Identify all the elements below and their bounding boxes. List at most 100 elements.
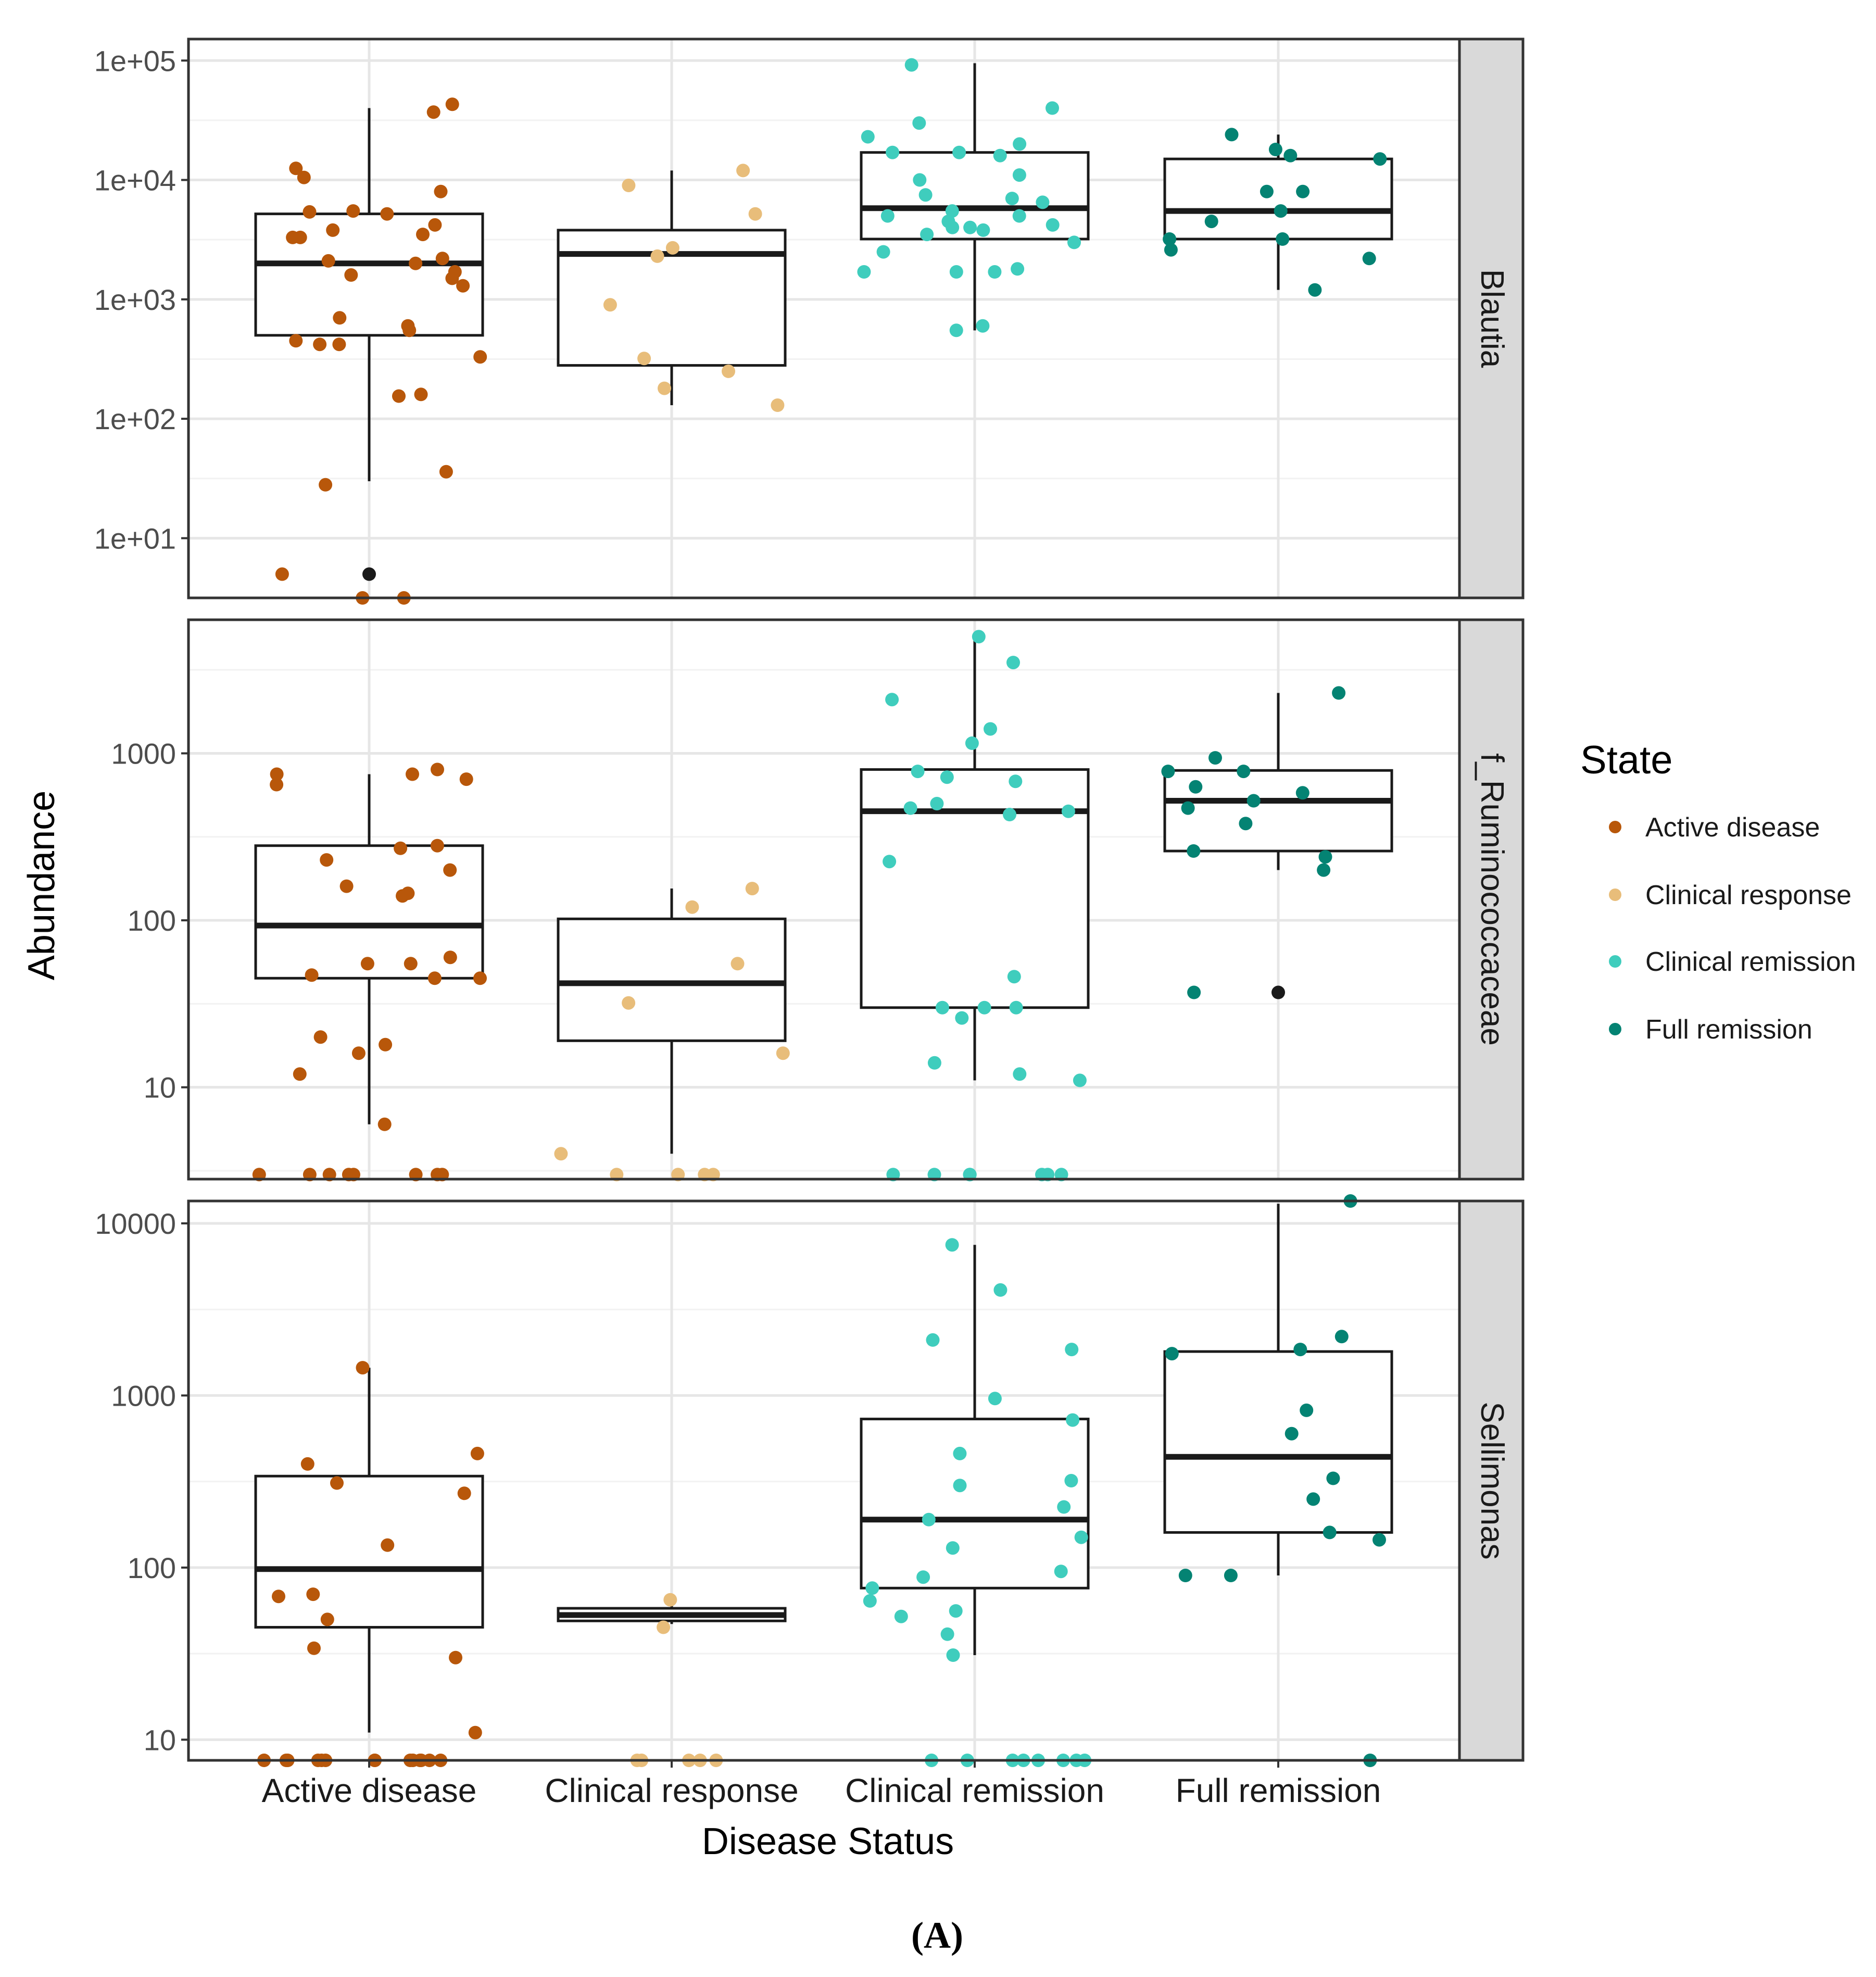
y-tick-label: 1e+02 <box>94 403 176 435</box>
data-point-active-disease <box>380 207 394 221</box>
data-point-clinical-response <box>554 1147 568 1161</box>
data-point-active-disease <box>406 767 419 781</box>
data-point-full-remission <box>1295 786 1310 800</box>
data-point-active-disease <box>377 1117 392 1131</box>
x-tick-label: Full remission <box>1176 1772 1381 1809</box>
data-point-clinical-remission <box>880 209 895 223</box>
data-point-clinical-remission <box>952 145 966 159</box>
data-point-full-remission <box>1181 801 1195 815</box>
y-tick-label: 10 <box>144 1723 176 1756</box>
data-point-active-disease <box>344 268 358 282</box>
data-point-clinical-remission <box>945 1238 959 1252</box>
data-point-active-disease <box>449 1650 462 1665</box>
data-point-active-disease <box>360 957 374 971</box>
data-point-clinical-remission <box>977 1000 991 1015</box>
data-point-clinical-remission <box>976 319 990 333</box>
data-point-full-remission <box>1274 204 1288 218</box>
data-point-active-disease <box>456 279 470 293</box>
data-point-full-remission <box>1296 184 1310 198</box>
strip-background <box>1458 618 1525 1181</box>
data-point-full-remission <box>1283 148 1298 162</box>
box-clinical-response <box>557 889 787 1154</box>
box-full-remission <box>1163 693 1393 999</box>
data-point-clinical-remission <box>993 148 1007 162</box>
legend-title: State <box>1580 738 1672 782</box>
data-point-active-disease <box>319 478 333 492</box>
data-point-active-disease <box>470 1446 484 1460</box>
data-point-active-disease <box>443 950 457 965</box>
data-point-active-disease <box>307 1641 321 1655</box>
data-point-active-disease <box>330 1476 344 1490</box>
data-point-clinical-remission <box>922 1512 936 1526</box>
box-iqr <box>1163 1350 1393 1534</box>
data-point-clinical-response <box>658 381 671 395</box>
data-point-clinical-remission <box>861 130 875 144</box>
data-point-active-disease <box>333 311 347 325</box>
data-point-active-disease <box>346 204 360 218</box>
y-tick-label: 10000 <box>95 1207 176 1240</box>
data-point-full-remission <box>1164 243 1178 257</box>
y-tick-label: 10 <box>144 1071 176 1104</box>
data-point-full-remission <box>1165 1347 1179 1361</box>
data-point-active-disease <box>392 389 406 403</box>
data-point-full-remission <box>1239 817 1253 831</box>
data-point-full-remission <box>1317 863 1331 877</box>
data-point-active-disease <box>270 767 284 781</box>
box-full-remission <box>1163 1204 1393 1576</box>
legend-items: Active disease Clinical response Clinical … <box>1609 812 1856 1045</box>
y-tick-label: 1000 <box>111 1379 176 1412</box>
box-iqr <box>1163 157 1393 241</box>
data-point-clinical-remission <box>865 1581 879 1595</box>
data-point-clinical-remission <box>930 797 944 810</box>
data-point-active-disease <box>275 567 289 581</box>
data-point-active-disease <box>313 337 327 352</box>
data-point-clinical-remission <box>1074 1530 1088 1544</box>
data-point-active-disease <box>428 218 442 232</box>
data-point-active-disease <box>416 228 430 242</box>
data-point-active-disease <box>289 334 303 348</box>
legend-label: Clinical remission <box>1645 947 1856 977</box>
data-point-clinical-response <box>622 996 636 1010</box>
data-point-full-remission <box>1373 1533 1386 1547</box>
data-point-clinical-remission <box>940 770 954 784</box>
data-point-clinical-remission <box>1012 209 1026 223</box>
box-clinical-remission <box>860 1245 1090 1655</box>
data-point-clinical-remission <box>940 1627 954 1641</box>
data-point-full-remission <box>1306 1492 1320 1506</box>
box-active-disease <box>254 1368 484 1733</box>
data-point-clinical-remission <box>894 1609 908 1623</box>
data-point-active-disease <box>427 971 442 985</box>
data-point-active-disease <box>431 762 444 777</box>
data-point-clinical-remission <box>953 1479 967 1493</box>
outlier-point <box>362 567 376 581</box>
legend-key <box>1609 1023 1621 1035</box>
data-point-full-remission <box>1326 1471 1340 1485</box>
data-point-clinical-response <box>776 1046 790 1060</box>
panel-blautia: 1e+01 1e+02 1e+03 1e+04 1e+05 Blautia <box>94 37 1525 605</box>
data-point-clinical-remission <box>955 1011 969 1025</box>
data-point-clinical-remission <box>857 265 871 279</box>
data-point-clinical-response <box>771 398 785 412</box>
data-point-clinical-remission <box>1046 218 1060 232</box>
data-point-clinical-remission <box>1036 195 1050 209</box>
data-point-active-disease <box>272 1590 285 1604</box>
data-point-full-remission <box>1373 152 1387 166</box>
data-point-clinical-remission <box>916 1570 930 1584</box>
data-point-clinical-remission <box>963 220 977 234</box>
data-point-full-remission <box>1208 751 1222 765</box>
data-point-clinical-remission <box>1013 1067 1027 1081</box>
data-point-clinical-remission <box>1046 101 1059 115</box>
data-point-clinical-remission <box>946 1541 960 1555</box>
data-point-clinical-remission <box>1011 262 1025 276</box>
legend-key <box>1609 821 1621 833</box>
data-point-active-disease <box>401 319 415 333</box>
x-axis-ticks: Active disease Clinical response Clinical … <box>262 1760 1381 1809</box>
data-point-clinical-remission <box>976 223 990 237</box>
data-point-clinical-remission <box>1012 168 1026 182</box>
data-point-clinical-remission <box>949 265 963 279</box>
data-point-active-disease <box>434 184 448 198</box>
data-point-clinical-response <box>650 249 664 263</box>
data-point-clinical-remission <box>953 1446 967 1460</box>
data-point-clinical-response <box>663 1593 677 1607</box>
data-point-active-disease <box>426 105 440 119</box>
